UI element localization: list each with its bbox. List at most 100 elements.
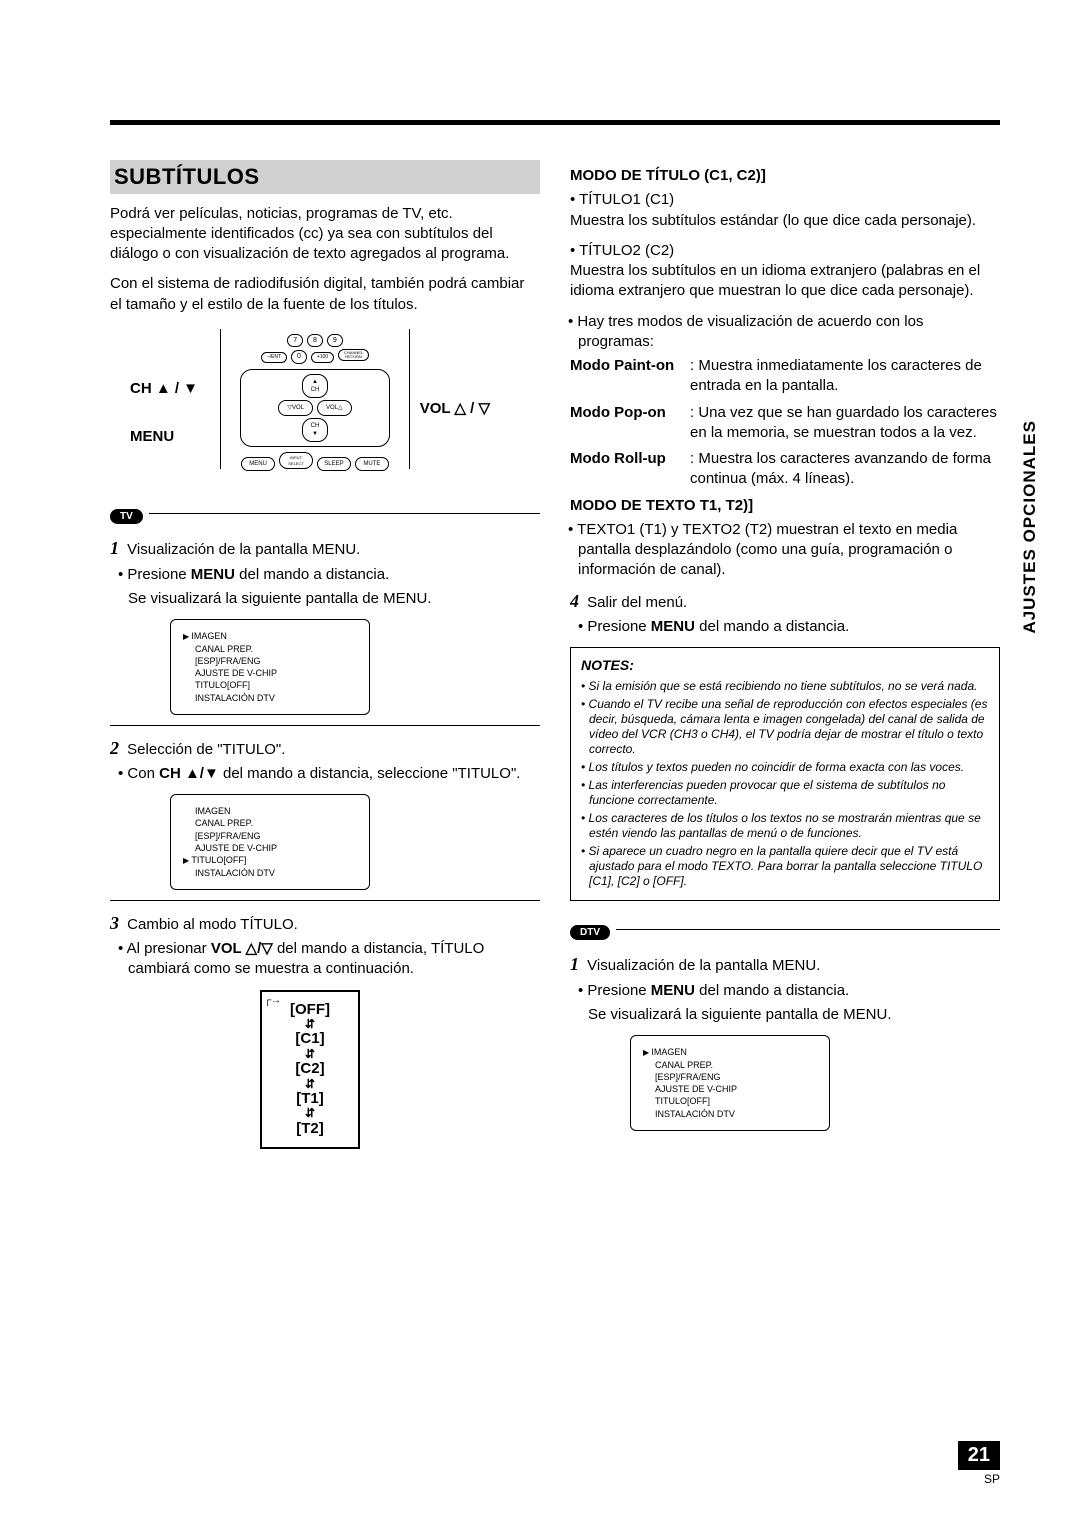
step-4: 4 Salir del menú. Presione MENU del mand… [570, 589, 1000, 638]
step-2-bullet: Con CH ▲/▼ del mando a distancia, selecc… [128, 764, 540, 784]
remote-vol-down: ▽VOL [278, 400, 313, 416]
step-1-bullet: Presione MENU del mando a distancia. [128, 565, 540, 585]
paint-text: : Muestra inmediatamente los caracteres … [690, 356, 1000, 397]
step-1-subtext: Se visualizará la siguiente pantalla de … [128, 589, 540, 609]
remote-btn-0: 0 [291, 350, 307, 363]
divider-2 [110, 900, 540, 901]
remote-btn-9: 9 [327, 334, 343, 347]
remote-btn-7: 7 [287, 334, 303, 347]
m3-r0: IMAGEN [643, 1046, 817, 1059]
menu-screen-2: IMAGEN CANAL PREP. [ESP]/FRA/ENG AJUSTE … [170, 794, 370, 890]
page-number: 21 [958, 1441, 1000, 1470]
step-4-text: Salir del menú. [587, 594, 687, 611]
step-1-text: Visualización de la pantalla MENU. [127, 541, 360, 558]
remote-btn-mute: MUTE [355, 457, 389, 471]
dtv-badge: DTV [570, 925, 610, 941]
m3-r1: CANAL PREP. [643, 1059, 817, 1071]
note-3: Los títulos y textos pueden no coincidir… [589, 760, 989, 775]
arrow-icon: ⇵ [270, 1050, 350, 1060]
m1-r2: [ESP]/FRA/ENG [183, 655, 357, 667]
m3-r3: AJUSTE DE V-CHIP [643, 1083, 817, 1095]
m2-r2: [ESP]/FRA/ENG [183, 830, 357, 842]
s2b-bold: CH ▲/▼ [159, 765, 219, 782]
menu-screen-1: IMAGEN CANAL PREP. [ESP]/FRA/ENG AJUSTE … [170, 619, 370, 715]
m1-r1: CANAL PREP. [183, 643, 357, 655]
tv-badge: TV [110, 509, 143, 525]
modo-texto-head: MODO DE TEXTO T1, T2)] [570, 496, 1000, 516]
remote-diagram: CH ▲ / ▼ MENU 7 8 9 –/ENT 0 +100 CHANNEL… [130, 329, 490, 489]
m2-r3: AJUSTE DE V-CHIP [183, 842, 357, 854]
note-2: Cuando el TV recibe una señal de reprodu… [589, 697, 989, 757]
step-num-1: 1 [110, 538, 119, 558]
s3b-bold: VOL △/▽ [211, 940, 273, 957]
remote-vol-up: VOL△ [317, 400, 352, 416]
m3-r4: TITULO[OFF] [643, 1095, 817, 1107]
m2-r5: INSTALACIÓN DTV [183, 867, 357, 879]
dtv-step-1: 1 Visualización de la pantalla MENU. Pre… [570, 952, 1000, 1025]
intro-paragraph-1: Podrá ver películas, noticias, programas… [110, 204, 540, 265]
step-2: 2 Selección de "TITULO". Con CH ▲/▼ del … [110, 736, 540, 785]
loop-top-icon: ┌→ [264, 994, 281, 1008]
three-modes-text: Hay tres modos de visualización de acuer… [577, 313, 923, 350]
divider-1 [110, 725, 540, 726]
ch-label: CH ▲ / ▼ [130, 379, 210, 399]
s4b-bold: MENU [651, 618, 695, 635]
dtv-step-1-subtext: Se visualizará la siguiente pantalla de … [588, 1005, 1000, 1025]
m2-r4: TITULO[OFF] [183, 854, 357, 867]
step-num-2: 2 [110, 738, 119, 758]
roll-text: : Muestra los caracteres avanzando de fo… [690, 449, 1000, 490]
note-4: Las interferencias pueden provocar que e… [589, 778, 989, 808]
section-title: SUBTÍTULOS [110, 160, 540, 194]
badge-rule-2 [616, 929, 1000, 930]
page-footer: 21 SP [958, 1441, 1000, 1486]
s3b-pre: Al presionar [127, 940, 211, 957]
s1b-after: del mando a distancia. [235, 566, 389, 583]
s4b-pre: Presione [587, 618, 650, 635]
dtv-s1b-bold: MENU [651, 982, 695, 999]
m3-r2: [ESP]/FRA/ENG [643, 1071, 817, 1083]
remote-btn-8: 8 [307, 334, 323, 347]
dtv-step-1-text: Visualización de la pantalla MENU. [587, 957, 820, 974]
step-4-bullet: Presione MENU del mando a distancia. [588, 617, 1000, 637]
remote-ch-down: CH▼ [302, 418, 329, 442]
roll-up-row: Modo Roll-up : Muestra los caracteres av… [570, 449, 1000, 490]
step-3: 3 Cambio al modo TÍTULO. Al presionar VO… [110, 911, 540, 980]
m1-r5: INSTALACIÓN DTV [183, 692, 357, 704]
step-3-text: Cambio al modo TÍTULO. [127, 916, 298, 933]
sp-label: SP [958, 1472, 1000, 1486]
m1-r0: IMAGEN [183, 630, 357, 643]
note-6: Si aparece un cuadro negro en la pantall… [589, 844, 989, 889]
remote-btn-input: INPUTSELECT [279, 452, 313, 469]
notes-box: NOTES: Si la emisión que se está recibie… [570, 647, 1000, 901]
m2-r1: CANAL PREP. [183, 817, 357, 829]
modo-titulo-head: MODO DE TÍTULO (C1, C2)] [570, 166, 1000, 186]
pop-label: Modo Pop-on [570, 403, 690, 444]
pop-on-row: Modo Pop-on : Una vez que se han guardad… [570, 403, 1000, 444]
paint-label: Modo Paint-on [570, 356, 690, 397]
m3-r5: INSTALACIÓN DTV [643, 1108, 817, 1120]
roll-label: Modo Roll-up [570, 449, 690, 490]
remote-btn-chreturn: CHANNELRETURN [338, 349, 369, 361]
dtv-step-num-1: 1 [570, 954, 579, 974]
remote-btn-menu: MENU [241, 457, 275, 471]
s4b-after: del mando a distancia. [695, 618, 849, 635]
dtv-s1b-pre: Presione [587, 982, 650, 999]
vol-label: VOL △ / ▽ [420, 399, 490, 419]
manual-page: SUBTÍTULOS Podrá ver películas, noticias… [0, 0, 1080, 1189]
paint-on-row: Modo Paint-on : Muestra inmediatamente l… [570, 356, 1000, 397]
titulo1-body: Muestra los subtítulos estándar (lo que … [570, 211, 1000, 231]
remote-btn-ent: –/ENT [261, 352, 287, 363]
intro-paragraph-2: Con el sistema de radiodifusión digital,… [110, 274, 540, 315]
step-2-text: Selección de "TITULO". [127, 741, 285, 758]
titulo2-head: • TÍTULO2 (C2) [570, 241, 1000, 261]
cycle-diagram: ┌→ [OFF] ⇵ [C1] ⇵ [C2] ⇵ [T1] ⇵ [T2] [260, 990, 360, 1150]
texto-body: TEXTO1 (T1) y TEXTO2 (T2) muestran el te… [577, 521, 957, 579]
three-modes-bullet: Hay tres modos de visualización de acuer… [578, 312, 1000, 353]
arrow-icon: ⇵ [270, 1109, 350, 1119]
remote-btn-sleep: SLEEP [317, 457, 351, 471]
m1-r4: TITULO[OFF] [183, 679, 357, 691]
titulo2-body: Muestra los subtítulos en un idioma extr… [570, 261, 1000, 302]
step-num-4: 4 [570, 591, 579, 611]
s2b-after: del mando a distancia, seleccione "TITUL… [219, 765, 521, 782]
texto-bullet: TEXTO1 (T1) y TEXTO2 (T2) muestran el te… [578, 520, 1000, 581]
